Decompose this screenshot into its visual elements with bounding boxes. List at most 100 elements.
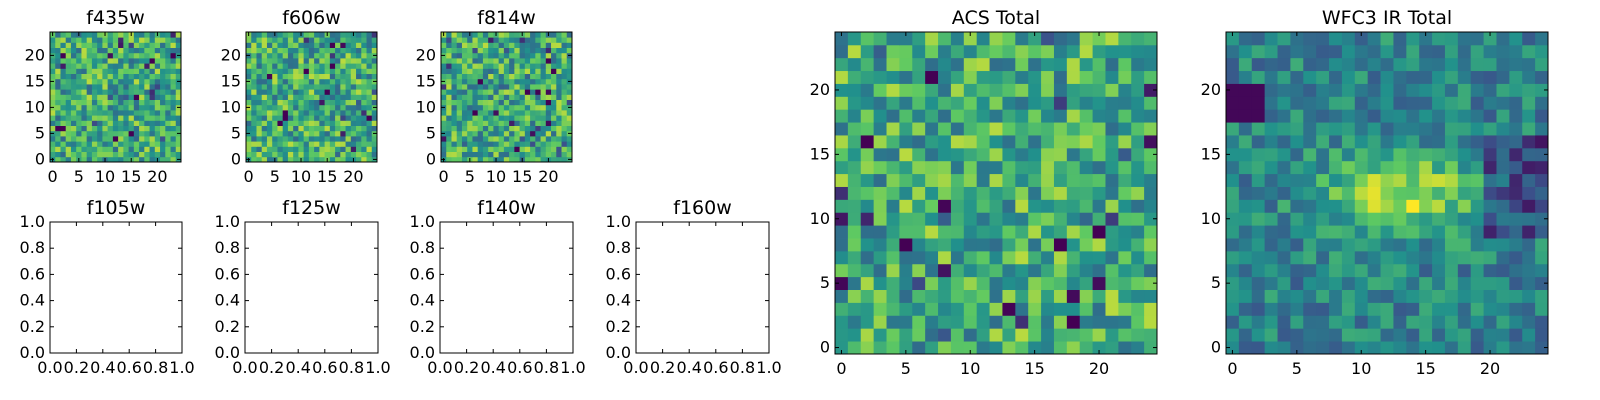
heatmap-cell bbox=[886, 44, 900, 59]
heatmap-cell bbox=[1303, 135, 1317, 149]
heatmap-cell bbox=[556, 42, 562, 48]
heatmap-cell bbox=[128, 37, 135, 43]
heatmap-cell bbox=[482, 42, 489, 48]
heatmap-cell bbox=[149, 130, 156, 137]
heatmap-cell bbox=[76, 130, 82, 137]
heatmap-cell bbox=[319, 42, 325, 48]
heatmap-cell bbox=[1483, 212, 1497, 226]
heatmap-cell bbox=[540, 151, 547, 158]
heatmap-cell bbox=[350, 120, 357, 126]
heatmap-cell bbox=[1105, 341, 1119, 355]
heatmap-cell bbox=[50, 115, 56, 121]
heatmap-cell bbox=[545, 58, 552, 64]
heatmap-cell bbox=[873, 83, 887, 97]
heatmap-cell bbox=[256, 84, 263, 90]
heatmap-cell bbox=[1509, 315, 1523, 329]
heatmap-cell bbox=[498, 68, 505, 74]
heatmap-cell bbox=[165, 120, 171, 126]
heatmap-cell bbox=[272, 84, 278, 90]
y-tick-label: 5 bbox=[231, 123, 241, 142]
heatmap-cell bbox=[899, 199, 913, 213]
heatmap-cell bbox=[477, 115, 484, 121]
heatmap-cell bbox=[886, 160, 900, 175]
heatmap-cell bbox=[1118, 328, 1132, 342]
heatmap-cell bbox=[133, 73, 140, 80]
heatmap-cell bbox=[1041, 135, 1055, 149]
heatmap-cell bbox=[1226, 57, 1240, 72]
heatmap-cell bbox=[350, 63, 357, 69]
heatmap-cell bbox=[1419, 289, 1433, 303]
heatmap-cell bbox=[1380, 199, 1394, 213]
heatmap-cell bbox=[1131, 122, 1145, 136]
heatmap-cell bbox=[1483, 44, 1497, 59]
heatmap-cell bbox=[1354, 70, 1369, 84]
heatmap-cell bbox=[561, 84, 568, 90]
heatmap-cell bbox=[451, 68, 458, 74]
heatmap-cell bbox=[886, 199, 900, 213]
heatmap-cell bbox=[925, 302, 939, 316]
heatmap-cell bbox=[86, 89, 93, 95]
heatmap-cell bbox=[488, 32, 494, 38]
heatmap-cell bbox=[540, 136, 547, 142]
heatmap-cell bbox=[1406, 57, 1420, 72]
heatmap-cell bbox=[1251, 70, 1266, 84]
heatmap-cell bbox=[308, 68, 315, 74]
heatmap-cell bbox=[847, 341, 862, 355]
heatmap-cell bbox=[556, 73, 562, 80]
heatmap-cell bbox=[1264, 96, 1278, 110]
heatmap-cell bbox=[277, 94, 284, 100]
heatmap-cell bbox=[1393, 341, 1407, 355]
heatmap-cell bbox=[1535, 328, 1549, 342]
heatmap-cell bbox=[1303, 83, 1317, 97]
heatmap-cell bbox=[1002, 109, 1016, 123]
heatmap-cell bbox=[282, 52, 289, 59]
heatmap-cell bbox=[324, 47, 331, 54]
heatmap-cell bbox=[530, 136, 536, 142]
heatmap-cell bbox=[1432, 186, 1446, 200]
heatmap-cell bbox=[1002, 186, 1016, 200]
heatmap-cell bbox=[912, 135, 926, 149]
heatmap-cell bbox=[70, 130, 77, 137]
heatmap-cell bbox=[1028, 70, 1042, 84]
heatmap-cell bbox=[530, 99, 536, 106]
heatmap-cell bbox=[461, 125, 468, 132]
heatmap-cell bbox=[298, 115, 305, 121]
heatmap-cell bbox=[1264, 32, 1278, 46]
heatmap-cell bbox=[561, 42, 568, 48]
heatmap-cell bbox=[503, 47, 510, 54]
heatmap-cell bbox=[1002, 289, 1016, 303]
heatmap-cell bbox=[170, 68, 177, 74]
heatmap-cell bbox=[1380, 173, 1394, 187]
heatmap-cell bbox=[107, 78, 114, 85]
heatmap-cell bbox=[498, 47, 505, 54]
heatmap-cell bbox=[1144, 341, 1158, 355]
heatmap-cell bbox=[314, 125, 320, 132]
heatmap-cell bbox=[1367, 250, 1381, 265]
heatmap-cell bbox=[70, 73, 77, 80]
heatmap-cell bbox=[482, 84, 489, 90]
heatmap-cell bbox=[886, 250, 900, 265]
heatmap-cell bbox=[1457, 173, 1472, 187]
heatmap-cell bbox=[925, 70, 939, 84]
heatmap-cell bbox=[976, 173, 990, 187]
heatmap-cell bbox=[86, 120, 93, 126]
heatmap-cell bbox=[524, 47, 531, 54]
heatmap-cell bbox=[261, 151, 268, 158]
heatmap-cell bbox=[540, 47, 547, 54]
heatmap-cell bbox=[1041, 276, 1055, 290]
heatmap-cell bbox=[540, 125, 547, 132]
heatmap-cell bbox=[133, 63, 140, 69]
heatmap-cell bbox=[493, 78, 500, 85]
heatmap-cell bbox=[345, 68, 352, 74]
heatmap-cell bbox=[1329, 109, 1343, 123]
heatmap-cell bbox=[1444, 83, 1459, 97]
heatmap-cell bbox=[308, 130, 315, 137]
heatmap-cell bbox=[298, 52, 305, 59]
heatmap-cell bbox=[1277, 70, 1291, 84]
heatmap-cell bbox=[1522, 276, 1536, 290]
heatmap-cell bbox=[256, 156, 263, 163]
heatmap-cell bbox=[835, 225, 849, 239]
heatmap-cell bbox=[86, 115, 93, 121]
axes-frame bbox=[635, 221, 770, 354]
heatmap-cell bbox=[899, 250, 913, 265]
